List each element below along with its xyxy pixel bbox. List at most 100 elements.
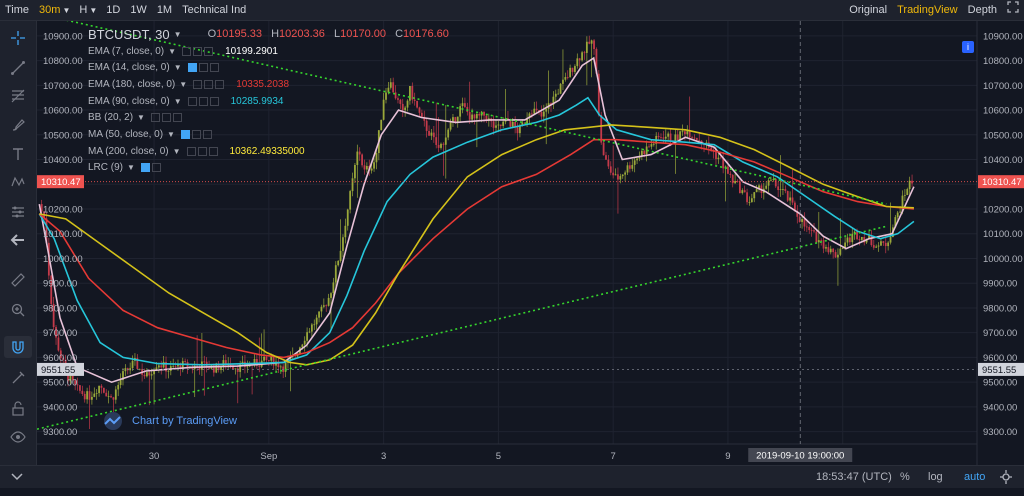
original-view-button[interactable]: Original xyxy=(849,4,888,16)
indicator-name[interactable]: MA (200, close, 0) xyxy=(88,145,169,157)
chevron-down-icon[interactable]: ▼ xyxy=(137,113,145,123)
settings-icon[interactable] xyxy=(193,46,203,56)
close-icon[interactable] xyxy=(204,46,214,56)
candle-body xyxy=(234,368,237,370)
info-icon[interactable]: i xyxy=(962,41,974,53)
candle-body xyxy=(738,181,741,194)
legend-row[interactable]: MA (200, close, 0) ▼ 10362.49335000 xyxy=(88,143,449,160)
chevron-down-icon[interactable]: ▼ xyxy=(127,163,135,173)
pattern-icon[interactable] xyxy=(4,171,32,193)
settings-icon[interactable] xyxy=(198,63,208,73)
candle-body xyxy=(612,172,615,176)
indicator-name[interactable]: BB (20, 2) xyxy=(88,112,134,124)
legend-row[interactable]: MA (50, close, 0) ▼ xyxy=(88,126,449,143)
interval-1d-button[interactable]: 1D xyxy=(106,4,121,16)
close-icon[interactable] xyxy=(208,146,218,156)
ruler-icon[interactable] xyxy=(4,269,32,291)
interval-1m-button[interactable]: 1M xyxy=(156,4,173,16)
fullscreen-icon[interactable] xyxy=(1002,0,1024,20)
interval-1w-button[interactable]: 1W xyxy=(130,4,147,16)
chevron-down-icon[interactable]: ▼ xyxy=(168,46,177,56)
percent-scale-button[interactable]: % xyxy=(900,471,910,483)
indicator-name[interactable]: LRC (9) xyxy=(88,162,124,174)
chart-canvas[interactable]: 10900.00 10800.00 10700.00 10600.00 10500.00… xyxy=(36,12,1024,465)
candle-body xyxy=(499,124,502,126)
y-tick-label: 10000.00 xyxy=(983,254,1023,265)
visibility-toggle-icon[interactable] xyxy=(187,63,197,73)
close-icon[interactable] xyxy=(202,129,212,139)
zoom-in-icon[interactable] xyxy=(4,299,32,321)
settings-icon[interactable] xyxy=(197,146,207,156)
trendline-icon[interactable] xyxy=(4,57,32,79)
settings-icon[interactable] xyxy=(191,129,201,139)
chevron-down-icon[interactable]: ▼ xyxy=(179,79,188,89)
eye-icon[interactable] xyxy=(4,426,32,448)
candle-body xyxy=(669,133,672,142)
legend-row[interactable]: LRC (9) ▼ xyxy=(88,160,449,177)
close-icon[interactable] xyxy=(172,113,182,123)
interval-30m-button[interactable]: 30m xyxy=(39,4,61,16)
candle-body xyxy=(853,231,856,234)
brush-icon[interactable] xyxy=(4,114,32,136)
candle-body xyxy=(887,242,890,247)
technical-indicators-button[interactable]: Technical Ind xyxy=(182,4,247,16)
chevron-down-icon[interactable]: ▼ xyxy=(173,63,182,73)
settings-icon[interactable] xyxy=(198,96,208,106)
symbol-name[interactable]: BTCUSDT, 30 xyxy=(88,26,170,42)
legend-row[interactable]: BB (20, 2) ▼ xyxy=(88,109,449,126)
visibility-toggle-icon[interactable] xyxy=(180,129,190,139)
lock-icon[interactable] xyxy=(4,398,32,420)
back-arrow-icon[interactable] xyxy=(4,229,32,251)
close-icon[interactable] xyxy=(209,96,219,106)
candle-body xyxy=(392,82,395,93)
visibility-toggle-icon[interactable] xyxy=(193,79,203,89)
chevron-down-icon[interactable]: ▼ xyxy=(167,129,175,139)
settings-icon[interactable] xyxy=(161,113,171,123)
chevron-down-icon[interactable]: ▼ xyxy=(172,146,181,156)
candle-body xyxy=(509,120,512,127)
text-tool-icon[interactable] xyxy=(4,143,32,165)
chevron-down-icon[interactable]: ▼ xyxy=(173,29,182,39)
visibility-toggle-icon[interactable] xyxy=(187,96,197,106)
stay-drawing-icon[interactable] xyxy=(4,367,32,389)
settings-icon[interactable] xyxy=(151,163,161,173)
close-icon[interactable] xyxy=(209,63,219,73)
candle-body xyxy=(870,235,873,246)
legend-row[interactable]: EMA (90, close, 0) ▼ 10285.9934 xyxy=(88,93,449,110)
settings-icon[interactable] xyxy=(1000,466,1012,488)
visibility-toggle-icon[interactable] xyxy=(182,46,192,56)
chevron-down-icon[interactable]: ▼ xyxy=(62,5,71,15)
indicator-name[interactable]: EMA (7, close, 0) xyxy=(88,45,165,57)
tradingview-button[interactable]: TradingView xyxy=(897,4,958,16)
crosshair-icon[interactable] xyxy=(4,27,32,49)
settings-icon[interactable] xyxy=(204,79,214,89)
candle-body xyxy=(435,137,438,145)
chevron-down-icon[interactable]: ▼ xyxy=(89,5,98,15)
auto-scale-button[interactable]: auto xyxy=(964,471,986,483)
tradingview-watermark[interactable]: Chart by TradingView xyxy=(100,412,237,430)
candle-body xyxy=(495,125,497,128)
candle-body xyxy=(320,306,323,312)
indicator-name[interactable]: EMA (90, close, 0) xyxy=(88,95,170,107)
legend-row[interactable]: EMA (7, close, 0) ▼ 10199.2901 xyxy=(88,43,449,60)
depth-button[interactable]: Depth xyxy=(967,4,997,16)
utc-clock[interactable]: 18:53:47 (UTC) xyxy=(816,471,892,483)
chevron-down-icon[interactable]: ▼ xyxy=(173,96,182,106)
close-icon[interactable] xyxy=(215,79,225,89)
visibility-toggle-icon[interactable] xyxy=(140,163,150,173)
collapse-chevron-icon[interactable] xyxy=(10,466,24,488)
interval-h-button[interactable]: H xyxy=(79,4,88,16)
legend-row[interactable]: EMA (14, close, 0) ▼ xyxy=(88,59,449,76)
indicator-name[interactable]: EMA (180, close, 0) xyxy=(88,78,176,90)
indicator-name[interactable]: EMA (14, close, 0) xyxy=(88,62,170,74)
indicator-name[interactable]: MA (50, close, 0) xyxy=(88,128,164,140)
fib-retracement-icon[interactable] xyxy=(4,85,32,107)
visibility-toggle-icon[interactable] xyxy=(150,113,160,123)
visibility-toggle-icon[interactable] xyxy=(186,146,196,156)
log-scale-button[interactable]: log xyxy=(928,471,943,483)
legend-row[interactable]: EMA (180, close, 0) ▼ 10335.2038 xyxy=(88,76,449,93)
candle-body xyxy=(122,371,124,381)
magnet-icon[interactable] xyxy=(4,336,32,358)
price-chart[interactable]: 10900.00 10800.00 10700.00 10600.00 10500.00… xyxy=(36,12,1024,470)
prediction-icon[interactable] xyxy=(4,201,32,223)
